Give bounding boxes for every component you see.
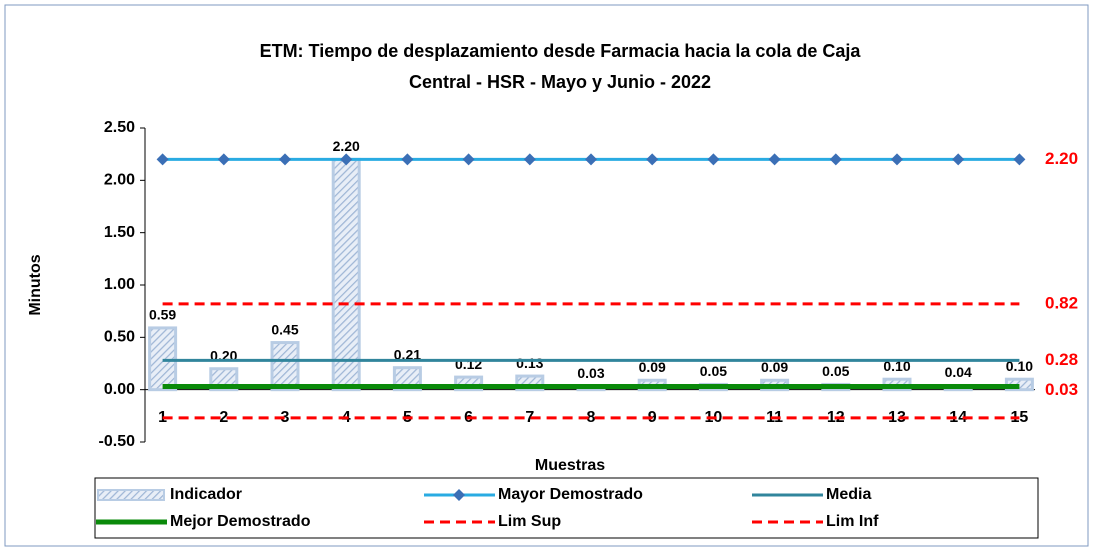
- data-label: 0.10: [1006, 358, 1033, 374]
- legend-label: Indicador: [170, 486, 242, 503]
- line-marker: [523, 153, 536, 166]
- y-tick-label: 0.00: [104, 381, 135, 398]
- data-label: 0.13: [516, 355, 543, 371]
- bar: [331, 157, 361, 392]
- x-tick-label: 15: [1011, 409, 1029, 426]
- line-marker: [217, 153, 230, 166]
- x-axis-label: Muestras: [535, 457, 605, 474]
- x-tick-label: 7: [525, 409, 534, 426]
- line-marker: [829, 153, 842, 166]
- legend-label: Lim Inf: [826, 513, 879, 530]
- end-label: 2.20: [1045, 149, 1078, 168]
- legend-label: Media: [826, 486, 871, 503]
- line-marker: [279, 153, 291, 166]
- bar: [270, 341, 300, 392]
- data-label: 2.20: [333, 138, 360, 154]
- y-tick-label: -0.50: [99, 433, 136, 450]
- data-label: 0.04: [945, 364, 972, 380]
- end-label: 0.82: [1045, 293, 1078, 312]
- y-tick-label: 1.50: [104, 224, 135, 241]
- x-tick-label: 13: [888, 409, 906, 426]
- y-axis-label: Minutos: [27, 254, 44, 315]
- end-label: 0.28: [1045, 350, 1078, 369]
- data-label: 0.09: [639, 359, 666, 375]
- legend-label: Lim Sup: [498, 513, 561, 530]
- end-label: 0.03: [1045, 380, 1078, 399]
- data-label: 0.05: [822, 363, 849, 379]
- x-tick-label: 8: [587, 409, 596, 426]
- y-tick-label: 1.00: [104, 276, 135, 293]
- data-label: 0.45: [271, 321, 298, 337]
- line-marker: [952, 153, 965, 166]
- line-marker: [340, 153, 353, 166]
- legend-label: Mayor Demostrado: [498, 486, 643, 503]
- x-tick-label: 14: [949, 409, 967, 426]
- legend-label: Mejor Demostrado: [170, 513, 311, 530]
- data-label: 0.10: [883, 358, 910, 374]
- legend-marker: [453, 489, 465, 501]
- line-marker: [585, 153, 597, 166]
- chart-title: ETM: Tiempo de desplazamiento desde Farm…: [260, 41, 862, 61]
- line-marker: [891, 153, 903, 166]
- data-label: 0.12: [455, 356, 482, 372]
- line-marker: [768, 153, 781, 166]
- chart-border: [4, 4, 1089, 547]
- data-label: 0.21: [394, 346, 421, 362]
- y-tick-label: 0.50: [104, 329, 135, 346]
- x-tick-label: 2: [219, 409, 228, 426]
- data-label: 0.59: [149, 307, 176, 323]
- line-marker: [156, 153, 169, 166]
- x-tick-label: 3: [281, 409, 290, 426]
- y-tick-label: 2.50: [104, 119, 135, 136]
- legend-swatch: [97, 489, 165, 501]
- line-marker: [1013, 153, 1026, 166]
- bar: [148, 326, 178, 392]
- line-marker: [707, 153, 720, 166]
- y-tick-label: 2.00: [104, 172, 135, 189]
- line-marker: [462, 153, 475, 166]
- data-label: 0.03: [577, 365, 604, 381]
- line-marker: [401, 153, 414, 166]
- legend-box: [94, 477, 1039, 539]
- chart-subtitle: Central - HSR - Mayo y Junio - 2022: [409, 72, 711, 92]
- line-marker: [646, 153, 659, 166]
- data-label: 0.09: [761, 359, 788, 375]
- data-label: 0.05: [700, 363, 727, 379]
